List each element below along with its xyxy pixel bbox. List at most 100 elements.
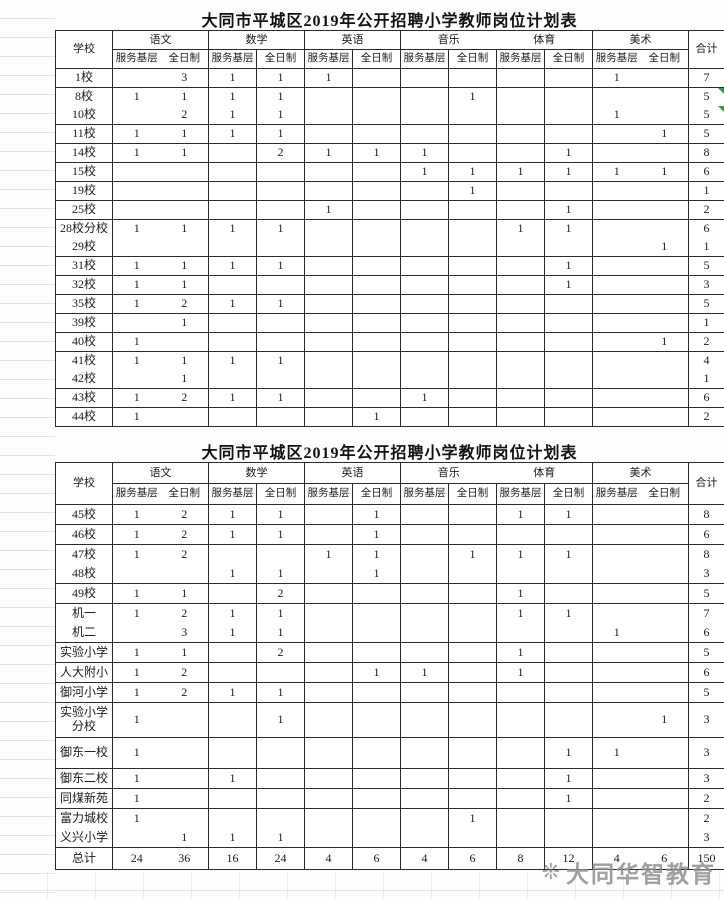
school-cell: 御东一校 [55,737,113,769]
value-cell [448,524,497,545]
col-subheader: 全日制 [352,483,401,505]
table-row: 总计 24 36 16 24 4 6 4 6 8 12 4 6 150 [55,847,724,870]
value-cell [208,662,257,683]
col-subheader: 服务基层 [112,49,161,69]
value-cell [544,68,593,88]
value-cell [256,238,305,257]
watermark: ❊ 大同华智教育 [542,855,716,889]
value-cell: 1 [208,828,257,848]
value-cell [640,623,689,643]
value-cell [352,583,401,604]
value-cell: 2 [256,642,305,663]
value-cell: 1 [496,162,545,182]
value-cell [208,583,257,604]
school-cell: 10校 [55,106,113,125]
value-cell [640,68,689,88]
value-cell [208,407,257,427]
col-subheader: 服务基层 [400,49,449,69]
value-cell [496,407,545,427]
value-cell [592,564,641,584]
table-row: 35校 1 2 1 1 5 [55,294,724,314]
value-cell [160,702,209,738]
school-cell: 实验小学 [55,642,113,663]
row-total-cell: 5 [688,124,724,144]
value-cell: 1 [640,332,689,352]
col-header-total: 合计 [688,30,724,69]
row-total-cell: 2 [688,407,724,427]
value-cell: 1 [112,275,161,295]
value-cell [400,200,449,220]
value-cell [496,313,545,333]
value-cell [448,623,497,643]
value-cell: 1 [496,219,545,238]
value-cell [640,768,689,789]
value-cell: 1 [208,87,257,106]
school-cell: 机二 [55,623,113,643]
value-cell: 1 [496,603,545,623]
school-cell: 19校 [55,181,113,201]
col-subheader: 全日制 [448,483,497,505]
value-cell [544,370,593,389]
value-cell: 1 [112,642,161,663]
col-subheader: 服务基层 [496,49,545,69]
row-total-cell: 3 [688,737,724,769]
value-cell: 1 [544,504,593,525]
value-cell [112,313,161,333]
value-cell: 1 [112,351,161,370]
value-cell [496,808,545,828]
table-row: 48校 1 1 1 3 [55,564,724,584]
value-cell [304,388,353,408]
value-cell [544,583,593,604]
value-cell [256,788,305,809]
value-cell [352,702,401,738]
value-cell [496,828,545,848]
value-cell [256,544,305,564]
school-cell: 人大附小 [55,662,113,683]
school-cell: 40校 [55,332,113,352]
row-total-cell: 5 [688,682,724,703]
value-cell: 1 [160,275,209,295]
value-cell [640,200,689,220]
school-cell: 御河小学 [55,682,113,703]
table-row: 义兴小学 1 1 1 3 [55,828,724,848]
value-cell [592,788,641,809]
value-cell [544,642,593,663]
value-cell: 1 [448,181,497,201]
value-cell: 2 [256,583,305,604]
value-cell [352,788,401,809]
value-cell [304,682,353,703]
value-cell: 1 [112,788,161,809]
value-cell: 1 [352,407,401,427]
value-cell: 2 [160,294,209,314]
value-cell [112,68,161,88]
row-total-cell: 6 [688,662,724,683]
value-cell [448,642,497,663]
value-cell [352,181,401,201]
value-cell [208,143,257,163]
value-cell [352,256,401,276]
value-cell [160,407,209,427]
row-total-cell: 8 [688,544,724,564]
value-cell [304,623,353,643]
value-cell: 1 [544,219,593,238]
value-cell [592,181,641,201]
value-cell [592,524,641,545]
value-cell [592,294,641,314]
row-total-cell: 4 [688,351,724,370]
value-cell: 1 [256,623,305,643]
value-cell [496,788,545,809]
row-total-cell: 5 [688,87,724,106]
school-cell: 39校 [55,313,113,333]
value-cell [352,370,401,389]
value-cell: 12 [544,847,593,870]
value-cell [160,788,209,809]
value-cell [400,768,449,789]
value-cell [208,332,257,352]
table-row: 15校 1 1 1 1 1 1 6 [55,162,724,182]
col-subheader: 全日制 [640,49,689,69]
value-cell [304,275,353,295]
value-cell [592,275,641,295]
value-cell [496,294,545,314]
row-total-cell: 5 [688,583,724,604]
col-header-school: 学校 [55,462,113,505]
